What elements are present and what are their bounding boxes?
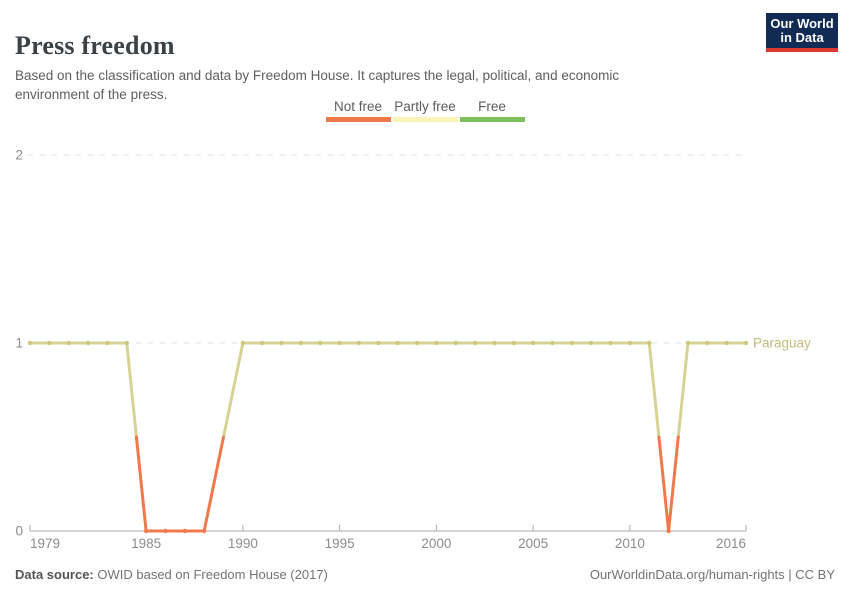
data-point-2008[interactable] (588, 340, 594, 346)
data-point-1983[interactable] (105, 340, 110, 346)
chart-footer: Data source: OWID based on Freedom House… (15, 567, 835, 582)
series-line-not-free[interactable] (134, 435, 680, 533)
data-point-2011[interactable] (647, 340, 652, 346)
y-tick-label-2: 2 (15, 148, 23, 163)
owid-logo-line1: Our World (770, 16, 834, 31)
legend-color-bar (459, 117, 525, 122)
data-source-text: Data source: OWID based on Freedom House… (15, 567, 328, 582)
data-point-1994[interactable] (318, 340, 323, 346)
x-tick-label-1979: 1979 (30, 536, 60, 551)
y-tick-label-0: 0 (15, 524, 23, 539)
x-tick-label-2005: 2005 (518, 536, 548, 551)
data-point-2002[interactable] (472, 340, 478, 346)
series-line-partly-free[interactable] (28, 341, 748, 439)
x-tick-label-1990: 1990 (228, 536, 258, 551)
data-point-1998[interactable] (395, 340, 400, 346)
x-tick-label-1985: 1985 (131, 536, 161, 551)
legend-item-not-free[interactable]: Not free (325, 99, 391, 122)
data-point-2015[interactable] (724, 340, 729, 346)
legend-item-partly-free[interactable]: Partly free (392, 99, 458, 122)
data-point-2010[interactable] (627, 340, 633, 346)
data-point-1986[interactable] (163, 528, 168, 534)
data-point-1996[interactable] (356, 340, 362, 346)
data-point-1991[interactable] (260, 340, 265, 346)
owid-logo[interactable]: Our World in Data (766, 13, 838, 52)
data-point-1984[interactable] (124, 340, 129, 346)
data-point-2016[interactable] (743, 340, 749, 346)
data-point-1992[interactable] (279, 340, 284, 346)
data-point-1995[interactable] (337, 340, 342, 346)
data-point-1993[interactable] (298, 340, 304, 346)
data-point-1979[interactable] (27, 340, 33, 346)
data-point-2004[interactable] (511, 340, 516, 346)
legend-color-bar (392, 117, 458, 122)
x-tick-label-1995: 1995 (325, 536, 355, 551)
legend-label: Free (478, 99, 506, 114)
data-point-2005[interactable] (530, 340, 536, 346)
chart-subtitle: Based on the classification and data by … (15, 67, 620, 102)
entity-label[interactable]: Paraguay (753, 336, 811, 351)
data-point-1981[interactable] (66, 340, 71, 346)
category-legend: Not free Partly free Free (0, 99, 850, 122)
y-tick-label-1: 1 (15, 336, 23, 351)
data-point-1997[interactable] (376, 340, 381, 346)
owid-logo-line2: in Data (780, 30, 824, 45)
data-point-1990[interactable] (240, 340, 246, 346)
page-title: Press freedom (15, 31, 175, 61)
data-point-1988[interactable] (201, 528, 207, 534)
data-point-2013[interactable] (685, 340, 691, 346)
data-source-label: Data source: (15, 567, 94, 582)
data-point-2012[interactable] (666, 528, 671, 534)
data-point-2003[interactable] (492, 340, 497, 346)
legend-item-free[interactable]: Free (459, 99, 525, 122)
x-tick-label-2000: 2000 (421, 536, 451, 551)
data-point-2001[interactable] (453, 340, 458, 346)
legend-color-bar (325, 117, 391, 122)
data-point-2006[interactable] (550, 340, 555, 346)
x-tick-label-2010: 2010 (615, 536, 645, 551)
data-point-1982[interactable] (85, 340, 91, 346)
data-point-1980[interactable] (47, 340, 52, 346)
data-point-1987[interactable] (182, 528, 188, 534)
x-tick-label-2016: 2016 (716, 536, 746, 551)
data-point-2007[interactable] (569, 340, 575, 346)
data-point-1985[interactable] (143, 528, 149, 534)
legend-label: Not free (333, 99, 383, 114)
data-point-2000[interactable] (434, 340, 439, 346)
data-point-2014[interactable] (705, 340, 710, 346)
data-point-2009[interactable] (608, 340, 613, 346)
owid-credit-link[interactable]: OurWorldinData.org/human-rights | CC BY (589, 567, 835, 582)
legend-label: Partly free (394, 99, 456, 114)
data-point-1999[interactable] (414, 340, 420, 346)
data-source-value: OWID based on Freedom House (2017) (93, 567, 328, 582)
